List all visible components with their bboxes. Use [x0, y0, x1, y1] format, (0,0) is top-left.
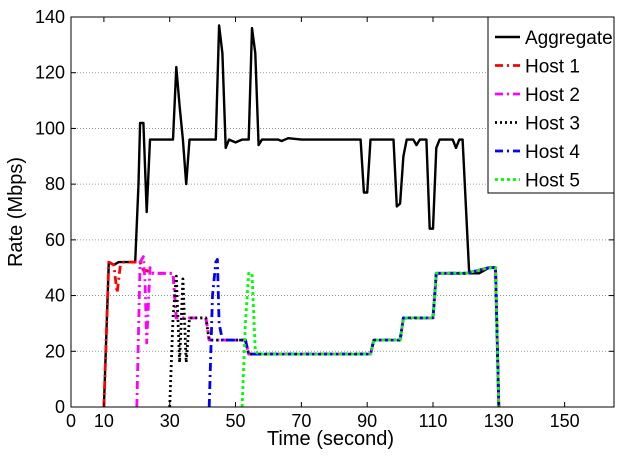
- y-tick-label: 100: [35, 118, 65, 138]
- series-layer: [102, 24, 501, 408]
- legend-label: Host 4: [525, 142, 580, 163]
- legend-box: [487, 16, 615, 194]
- x-tick-label: 70: [291, 411, 311, 431]
- series-line-host-3: [168, 266, 501, 408]
- x-tick-label: 0: [66, 411, 76, 431]
- y-tick-label: 40: [45, 286, 65, 306]
- x-axis-title: Time (second): [267, 428, 394, 450]
- series-line-aggregate: [102, 24, 500, 408]
- y-tick-label: 80: [45, 174, 65, 194]
- legend: Aggregate Host 1 Host 2 Host 3 Host 4 Host 5: [487, 16, 615, 194]
- legend-label: Host 5: [525, 171, 580, 192]
- legend-label: Host 1: [525, 57, 580, 78]
- y-tick-label: 20: [45, 341, 65, 361]
- ticks-layer: 0 20 40 60 80 100 120 140 0 10 30 50 70 90 110 130 150: [35, 7, 614, 431]
- grid-layer: [71, 72, 614, 352]
- x-tick-label: 90: [357, 411, 377, 431]
- y-axis-title: Rate (Mbps): [5, 157, 27, 267]
- y-tick-label: 60: [45, 230, 65, 250]
- x-tick-label: 10: [94, 411, 114, 431]
- x-tick-label: 110: [419, 411, 448, 431]
- series-line-host-4: [207, 258, 501, 408]
- x-tick-label: 50: [226, 411, 246, 431]
- y-tick-label: 140: [35, 7, 65, 27]
- x-tick-label: 30: [160, 411, 180, 431]
- y-tick-label: 120: [35, 63, 65, 83]
- legend-label: Host 2: [525, 85, 580, 106]
- series-line-host-5: [240, 266, 501, 408]
- x-tick-label: 130: [484, 411, 514, 431]
- y-tick-label: 0: [55, 397, 65, 417]
- legend-label: Aggregate: [525, 28, 613, 49]
- legend-label: Host 3: [525, 114, 580, 135]
- x-tick-label: 150: [550, 411, 580, 431]
- plot-frame: [70, 16, 615, 408]
